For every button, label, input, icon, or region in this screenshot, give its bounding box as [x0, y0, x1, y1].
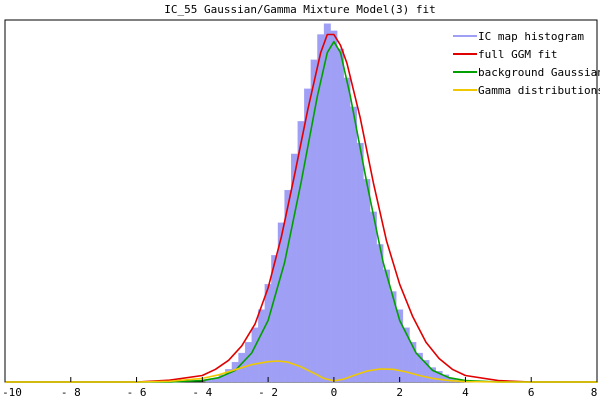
- x-tick-label: - 2: [258, 386, 278, 399]
- histogram-bar: [323, 23, 331, 383]
- chart-title: IC_55 Gaussian/Gamma Mixture Model(3) fi…: [164, 3, 436, 16]
- histogram-bar: [369, 211, 377, 383]
- histogram-bar: [343, 77, 351, 383]
- histogram-bar: [251, 327, 259, 383]
- x-tick-label: 6: [528, 386, 535, 399]
- histogram-bar: [264, 284, 272, 383]
- x-tick-label: 2: [396, 386, 403, 399]
- histogram-bar: [402, 327, 410, 383]
- x-tick-label: 8: [591, 386, 598, 399]
- histogram-bar: [383, 269, 390, 383]
- x-axis: -10 - 8 - 6 - 4 - 2 0 2 4 6 8: [2, 377, 598, 399]
- legend-label: IC map histogram: [478, 30, 584, 43]
- series-line-background-gaussian: [5, 40, 597, 383]
- histogram-bar: [258, 309, 265, 383]
- histogram-bar: [317, 34, 325, 383]
- series-line-full-ggm-fit: [5, 33, 597, 383]
- histogram-bar: [350, 106, 358, 383]
- x-tick-label: - 8: [61, 386, 81, 399]
- histogram-bar: [356, 142, 364, 383]
- x-tick-label: 0: [331, 386, 338, 399]
- histogram-bar: [244, 342, 252, 383]
- histogram-bar: [337, 48, 344, 383]
- histogram-bar: [310, 59, 318, 383]
- legend-label: background Gaussian: [478, 66, 600, 79]
- histogram-bar: [363, 179, 371, 383]
- histogram-bar: [330, 30, 338, 383]
- x-tick-label: 4: [462, 386, 469, 399]
- series-line-gamma-distributions: [5, 360, 597, 383]
- x-tick-label: - 4: [192, 386, 212, 399]
- legend: IC map histogram full GGM fit background G…: [453, 30, 600, 97]
- histogram-bar: [297, 121, 305, 383]
- x-tick-label: -10: [2, 386, 22, 399]
- histogram-bar: [376, 244, 384, 383]
- plot-area: [4, 19, 598, 383]
- x-tick-label: - 6: [127, 386, 147, 399]
- legend-label: Gamma distributions: [478, 84, 600, 97]
- legend-label: full GGM fit: [478, 48, 557, 61]
